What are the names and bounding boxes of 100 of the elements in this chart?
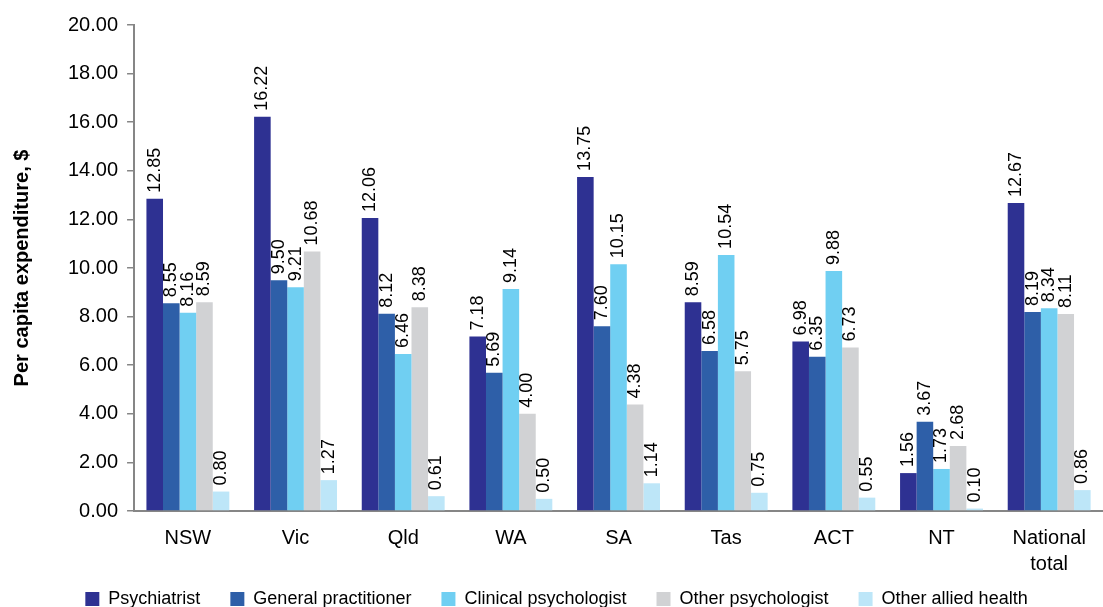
bar <box>949 445 967 511</box>
bar <box>502 288 520 511</box>
bar <box>858 497 876 511</box>
x-tick-label: NSW <box>164 525 212 548</box>
bar <box>825 270 843 511</box>
data-label: 12.85 <box>143 147 164 193</box>
bar <box>1007 203 1025 511</box>
bar <box>610 264 627 511</box>
y-tick-label: 2.00 <box>79 449 119 472</box>
data-label: 10.54 <box>715 203 736 249</box>
bar <box>593 326 611 511</box>
bar <box>469 336 486 511</box>
data-label: 7.60 <box>590 285 611 321</box>
bar <box>684 302 702 511</box>
y-tick-label: 10.00 <box>67 255 119 278</box>
data-label: 13.75 <box>574 125 595 171</box>
bar <box>411 307 429 511</box>
bar <box>361 217 379 511</box>
legend-label: Clinical psychologist <box>464 587 627 607</box>
legend-label: Other allied health <box>881 587 1028 607</box>
data-label: 0.10 <box>963 467 984 503</box>
bar <box>394 354 412 511</box>
bar <box>287 287 304 511</box>
bar <box>179 312 197 511</box>
bar <box>378 313 395 511</box>
bar <box>212 491 230 511</box>
data-label: 5.75 <box>731 330 752 366</box>
bar <box>1024 311 1041 511</box>
data-label: 1.56 <box>897 432 918 468</box>
bar <box>717 254 735 511</box>
data-label: 0.80 <box>210 450 231 486</box>
x-tick-label: ACT <box>813 525 854 548</box>
data-label: 8.38 <box>408 266 429 302</box>
data-label: 6.73 <box>839 306 860 342</box>
bar <box>643 483 660 511</box>
bar <box>163 303 180 511</box>
data-label: 12.67 <box>1004 152 1025 198</box>
y-tick-label: 14.00 <box>67 158 119 181</box>
data-label: 6.58 <box>698 310 719 346</box>
x-tick-label: Qld <box>387 525 419 548</box>
data-label: 10.15 <box>607 213 628 259</box>
y-tick-label: 20.00 <box>67 12 119 35</box>
data-label: 0.50 <box>532 457 553 493</box>
data-label: 10.68 <box>301 200 322 246</box>
bar <box>792 341 809 511</box>
y-tick-label: 12.00 <box>67 206 119 229</box>
bar <box>751 492 768 511</box>
y-tick-label: 0.00 <box>79 498 119 521</box>
data-label: 6.46 <box>392 312 413 349</box>
bar <box>535 498 553 511</box>
x-tick-label: Tas <box>710 525 742 548</box>
legend-label: General practitioner <box>253 587 412 607</box>
bar <box>1057 313 1075 511</box>
bar <box>916 421 934 511</box>
bar <box>900 473 917 511</box>
bar <box>933 468 950 511</box>
data-label: 16.22 <box>251 65 272 111</box>
data-label: 1.14 <box>640 442 661 478</box>
data-label: 4.38 <box>624 363 645 399</box>
bar <box>254 116 271 511</box>
y-tick-label: 6.00 <box>79 352 119 375</box>
bar <box>196 302 213 511</box>
data-label: 4.00 <box>516 372 537 408</box>
data-label: 7.18 <box>466 295 487 331</box>
data-label: 12.06 <box>359 166 380 212</box>
bar <box>270 280 288 511</box>
bar <box>734 371 752 511</box>
data-label: 0.61 <box>425 455 446 491</box>
bar <box>577 176 594 511</box>
x-tick-label: NT <box>928 525 955 548</box>
data-label: 1.27 <box>317 439 338 475</box>
data-label: 8.59 <box>681 261 702 297</box>
y-axis-title: Per capita expenditure, $ <box>9 149 32 387</box>
y-tick-label: 8.00 <box>79 304 119 327</box>
bar <box>626 404 644 511</box>
data-label: 9.14 <box>499 247 520 283</box>
x-tick-label: National total <box>1012 525 1086 574</box>
bar <box>428 496 445 511</box>
legend-label: Psychiatrist <box>108 587 201 607</box>
bar <box>808 356 826 511</box>
data-label: 0.75 <box>748 451 769 487</box>
y-tick-label: 18.00 <box>67 61 119 84</box>
x-tick-label: Vic <box>281 525 310 548</box>
bar <box>303 251 321 511</box>
bar <box>842 347 859 511</box>
data-label: 5.69 <box>483 331 504 367</box>
data-label: 0.86 <box>1071 449 1092 485</box>
bar <box>701 351 718 511</box>
legend-label: Other psychologist <box>679 587 829 607</box>
bar <box>519 413 536 511</box>
data-label: 9.88 <box>822 229 843 265</box>
y-tick-label: 16.00 <box>67 109 119 132</box>
bar <box>485 372 503 511</box>
data-label: 0.55 <box>855 456 876 492</box>
y-tick-label: 4.00 <box>79 401 119 424</box>
bar <box>146 198 164 511</box>
data-label: 8.12 <box>375 272 396 308</box>
x-tick-label: SA <box>605 525 633 548</box>
data-label: 3.67 <box>913 380 934 416</box>
bar <box>1040 308 1058 511</box>
